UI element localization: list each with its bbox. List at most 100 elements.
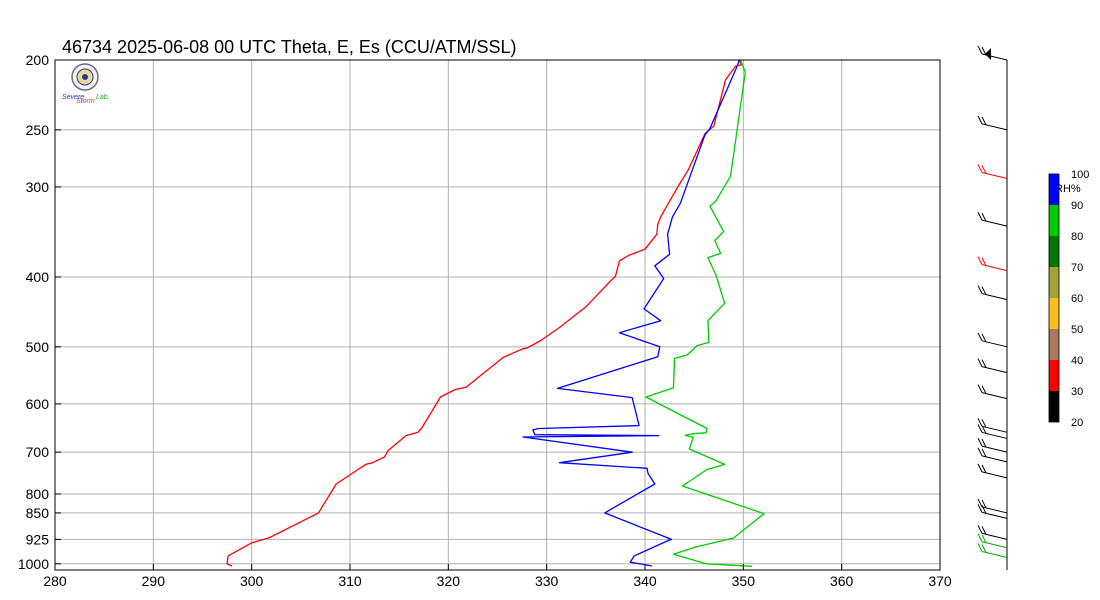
wind-barb bbox=[977, 504, 1008, 519]
wind-barb-flag bbox=[981, 286, 987, 295]
x-tick-label: 320 bbox=[437, 573, 461, 589]
chart-title: 46734 2025-06-08 00 UTC Theta, E, Es (CC… bbox=[62, 37, 517, 57]
wind-barb bbox=[977, 525, 1008, 540]
wind-barb-staff bbox=[981, 511, 1008, 519]
wind-barb-staff bbox=[981, 123, 1008, 131]
wind-barb-flag bbox=[981, 333, 987, 343]
plot-grid bbox=[54, 59, 941, 570]
y-tick-label: 300 bbox=[26, 179, 50, 195]
colorbar-tick-label: 20 bbox=[1071, 417, 1083, 429]
wind-barb-flag bbox=[981, 448, 987, 458]
es-line bbox=[645, 59, 765, 567]
wind-barb-staff bbox=[981, 431, 1008, 439]
wind-barb bbox=[977, 384, 1008, 400]
wind-barb-flag bbox=[977, 463, 983, 473]
colorbar-tick-label: 70 bbox=[1071, 262, 1083, 274]
colorbar-tick-label: 80 bbox=[1071, 231, 1083, 243]
wind-barb-flag bbox=[981, 438, 987, 448]
wind-barb bbox=[977, 164, 1008, 179]
colorbar-tick-label: 50 bbox=[1071, 324, 1083, 336]
wind-barb-flag bbox=[981, 165, 987, 174]
wind-barb-flag bbox=[977, 525, 983, 534]
wind-barb-staff bbox=[981, 532, 1008, 540]
wind-barb-panel bbox=[977, 45, 1008, 570]
wind-barb bbox=[977, 332, 1008, 348]
e-line bbox=[522, 59, 741, 567]
y-tick-label: 850 bbox=[26, 505, 50, 521]
wind-barb-flag bbox=[981, 544, 987, 553]
logo-word-severe: Severe bbox=[62, 94, 84, 101]
wind-barb-flag bbox=[977, 437, 983, 447]
wind-barb bbox=[977, 358, 1008, 374]
x-tick-label: 290 bbox=[142, 573, 166, 589]
wind-barb-flag bbox=[981, 257, 987, 266]
wind-barb bbox=[977, 256, 1008, 272]
y-tick-label: 250 bbox=[26, 122, 50, 138]
wind-barb-flag bbox=[977, 533, 983, 542]
colorbar-title: RH% bbox=[1055, 183, 1081, 195]
colorbar-swatch bbox=[1049, 205, 1059, 236]
colorbar-tick-label: 100 bbox=[1071, 169, 1089, 181]
y-tick-label: 600 bbox=[26, 396, 50, 412]
theta-line bbox=[226, 59, 743, 567]
x-tick-label: 370 bbox=[928, 573, 952, 589]
wind-barb-flag bbox=[977, 424, 983, 433]
wind-barb-flag bbox=[981, 419, 987, 428]
y-tick-label: 700 bbox=[26, 444, 50, 460]
wind-barb-flag bbox=[977, 358, 983, 367]
x-tick-label: 330 bbox=[535, 573, 559, 589]
wind-barb-flag bbox=[981, 425, 987, 434]
wind-barb-staff bbox=[981, 219, 1008, 227]
x-tick-label: 310 bbox=[338, 573, 362, 589]
wind-barb bbox=[977, 533, 1008, 549]
x-tick-label: 360 bbox=[830, 573, 854, 589]
y-tick-label: 1000 bbox=[18, 556, 49, 572]
y-tick-label: 800 bbox=[26, 486, 50, 502]
wind-barb bbox=[977, 424, 1008, 439]
wind-barb-staff bbox=[981, 392, 1008, 400]
wind-barb-flag bbox=[981, 212, 987, 222]
wind-barb-staff bbox=[981, 541, 1008, 549]
colorbar-tick-label: 30 bbox=[1071, 386, 1083, 398]
wind-barb-staff bbox=[981, 550, 1008, 558]
wind-barb-staff bbox=[981, 455, 1008, 463]
wind-barb-flag bbox=[977, 504, 983, 513]
colorbar-swatch bbox=[1049, 391, 1059, 422]
wind-barb-flag bbox=[977, 498, 983, 508]
x-tick-label: 350 bbox=[732, 573, 756, 589]
colorbar-swatch bbox=[1049, 267, 1059, 298]
wind-pennant bbox=[985, 48, 991, 60]
wind-barb-flag bbox=[977, 164, 983, 173]
colorbar-tick-label: 90 bbox=[1071, 200, 1083, 212]
wind-barb-staff bbox=[981, 366, 1008, 374]
y-tick-label: 400 bbox=[26, 269, 50, 285]
wind-barb-flag bbox=[981, 46, 987, 56]
rh-colorbar: RH% 100 90 80 70 60 50 40 30 20 bbox=[1048, 169, 1089, 429]
wind-barb-flag bbox=[981, 499, 987, 509]
y-tick-label: 200 bbox=[26, 52, 50, 68]
wind-barb bbox=[977, 463, 1008, 479]
wind-barb-flag bbox=[977, 447, 983, 457]
wind-barb bbox=[977, 437, 1008, 453]
logo-word-storm: Storm bbox=[76, 98, 95, 105]
wind-barb bbox=[977, 285, 1008, 301]
wind-barb-staff bbox=[981, 471, 1008, 479]
wind-barb-flag bbox=[981, 534, 987, 543]
wind-barb bbox=[977, 418, 1008, 433]
wind-barb-staff bbox=[981, 171, 1008, 179]
x-tick-label: 300 bbox=[240, 573, 264, 589]
colorbar-tick-label: 40 bbox=[1071, 355, 1083, 367]
wind-barb-staff bbox=[981, 445, 1008, 453]
wind-barb-flag bbox=[981, 526, 987, 535]
y-axis: 200 250 300 400 500 600 700 800 850 925 1000 bbox=[18, 52, 61, 572]
colorbar-swatch bbox=[1049, 174, 1059, 205]
series-group bbox=[226, 59, 765, 567]
x-axis: 280 290 300 310 320 330 340 350 360 370 bbox=[43, 564, 952, 589]
wind-barb bbox=[977, 543, 1008, 558]
colorbar-frame bbox=[1048, 173, 1060, 423]
wind-barb-flag bbox=[977, 115, 983, 125]
wind-barb-flag bbox=[977, 418, 983, 427]
colorbar-swatch bbox=[1049, 329, 1059, 360]
wind-barb-staff bbox=[981, 425, 1008, 433]
